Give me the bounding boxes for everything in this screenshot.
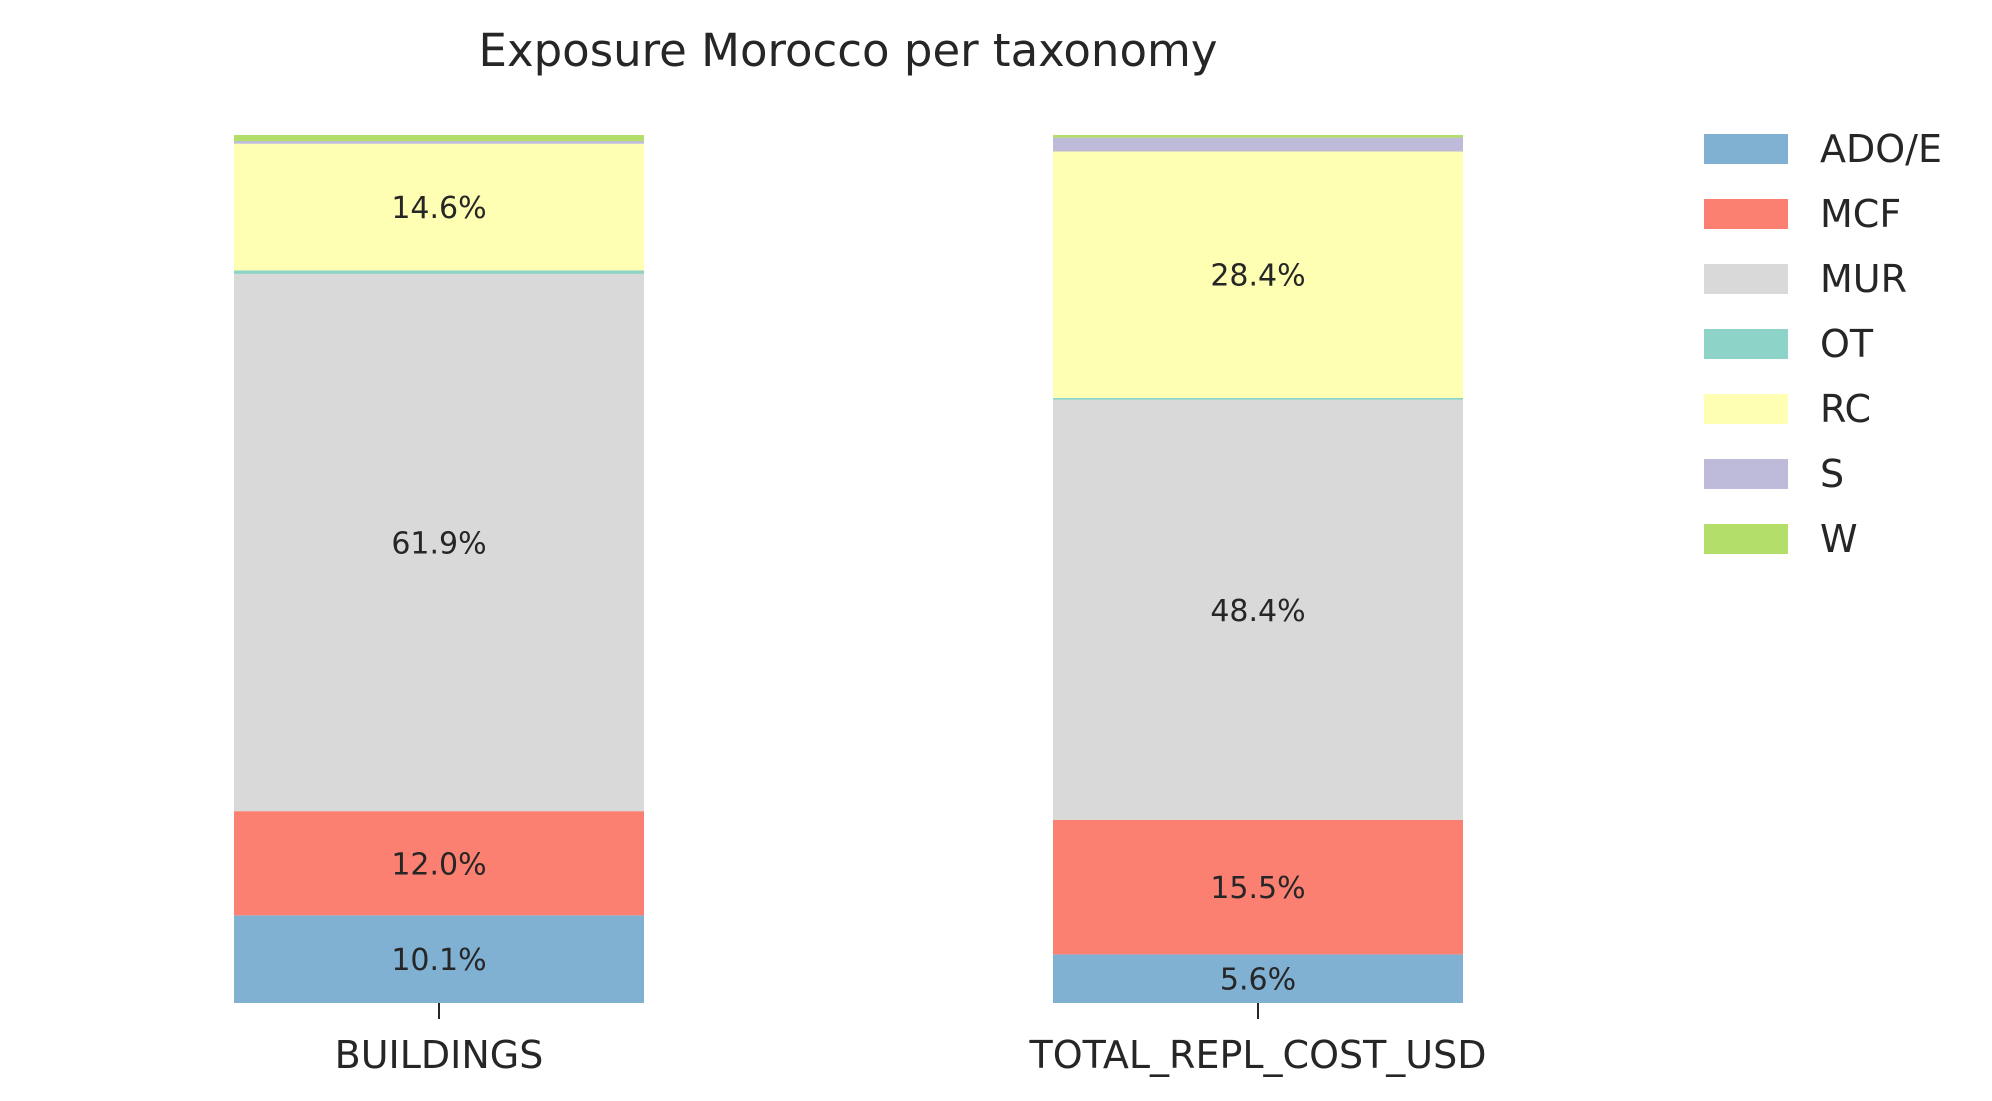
bar-segment-total-repl-cost-usd-mur [1053, 399, 1463, 820]
legend-swatch-ot [1704, 329, 1788, 359]
legend-label-mur: MUR [1820, 257, 1907, 301]
bar-segment-total-repl-cost-usd-rc [1053, 151, 1463, 399]
legend-label-s: S [1820, 452, 1844, 496]
bar-segment-total-repl-cost-usd-w [1053, 135, 1463, 138]
bar-segment-buildings-ado-e [234, 915, 644, 1003]
legend-swatch-ado-e [1704, 134, 1788, 164]
chart-title: Exposure Morocco per taxonomy [479, 24, 1218, 77]
legend-swatch-mur [1704, 264, 1788, 294]
legend-label-ado-e: ADO/E [1820, 127, 1942, 171]
legend-swatch-rc [1704, 394, 1788, 424]
legend: ADO/E MCF MUR OT RC SW [1704, 127, 1942, 561]
data-label-total-repl-cost-usd-mur: 48.4% [1210, 594, 1305, 629]
data-label-buildings-mur: 61.9% [391, 527, 486, 562]
legend-swatch-s [1704, 459, 1788, 489]
data-label-buildings-ado-e: 10.1% [391, 943, 486, 978]
bar-segment-total-repl-cost-usd-s [1053, 137, 1463, 152]
data-label-buildings-mcf: 12.0% [391, 847, 486, 882]
legend-label-rc: RC [1820, 387, 1871, 431]
data-label-total-repl-cost-usd-mcf: 15.5% [1210, 871, 1305, 906]
segment-labels: 10.1% 12.0% 61.9% 14.6% 5.6% 15.5% 48.4% 28.4% [391, 191, 1305, 998]
bar-segment-total-repl-cost-usd-mcf [1053, 819, 1463, 955]
x-tick-label-total-repl-cost-usd: TOTAL_REPL_COST_USD [1028, 1033, 1486, 1077]
legend-swatch-w [1704, 524, 1788, 554]
bar-segment-total-repl-cost-usd-ot [1053, 398, 1463, 400]
bars-group [234, 135, 1463, 1003]
legend-label-ot: OT [1820, 322, 1874, 366]
bar-segment-buildings-mcf [234, 811, 644, 916]
bar-segment-buildings-mur [234, 273, 644, 812]
bar-segment-total-repl-cost-usd-ado-e [1053, 954, 1463, 1003]
x-tick-label-buildings: BUILDINGS [335, 1033, 544, 1077]
data-label-buildings-rc: 14.6% [391, 191, 486, 226]
x-axis: BUILDINGS TOTAL_REPL_COST_USD [335, 1003, 1487, 1077]
bar-segment-buildings-s [234, 141, 644, 144]
legend-label-mcf: MCF [1820, 192, 1901, 236]
legend-swatch-mcf [1704, 199, 1788, 229]
bar-segment-buildings-ot [234, 270, 644, 274]
bar-segment-buildings-w [234, 135, 644, 142]
bar-segment-buildings-rc [234, 143, 644, 271]
legend-label-w: W [1820, 517, 1858, 561]
data-label-total-repl-cost-usd-ado-e: 5.6% [1220, 963, 1296, 998]
data-label-total-repl-cost-usd-rc: 28.4% [1210, 259, 1305, 294]
